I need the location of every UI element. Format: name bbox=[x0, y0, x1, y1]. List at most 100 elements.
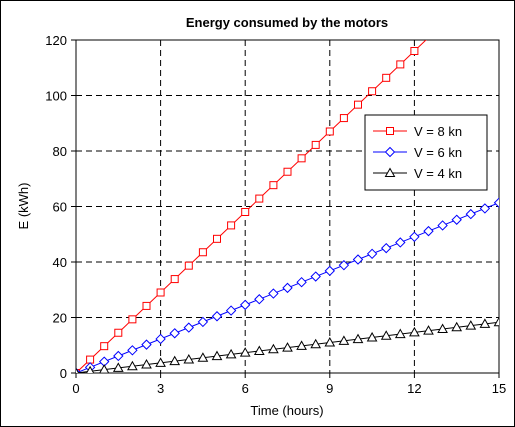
data-point bbox=[86, 355, 95, 364]
legend: V = 8 kn V = 6 kn V = 4 kn bbox=[364, 114, 488, 191]
data-point bbox=[142, 301, 151, 310]
data-point bbox=[396, 60, 405, 69]
data-point bbox=[324, 337, 336, 347]
data-point bbox=[254, 294, 265, 305]
legend-label: V = 4 kn bbox=[414, 166, 462, 181]
data-point bbox=[183, 353, 195, 364]
chart-title: Energy consumed by the motors bbox=[186, 15, 388, 30]
data-point bbox=[324, 265, 336, 277]
data-point bbox=[197, 352, 209, 362]
data-point bbox=[255, 194, 264, 203]
data-point bbox=[282, 342, 293, 352]
data-point bbox=[437, 220, 448, 231]
data-point bbox=[99, 364, 110, 373]
data-point bbox=[283, 167, 292, 176]
data-point bbox=[141, 339, 152, 350]
legend-marker bbox=[384, 167, 396, 177]
data-point bbox=[241, 207, 250, 216]
data-point bbox=[211, 350, 223, 361]
data-point bbox=[114, 328, 123, 337]
data-point bbox=[325, 127, 334, 136]
data-point bbox=[465, 320, 477, 330]
data-point bbox=[155, 333, 166, 345]
x-tick-label: 12 bbox=[407, 381, 421, 396]
data-point bbox=[155, 357, 166, 367]
y-tick-label: 40 bbox=[53, 255, 67, 270]
data-point bbox=[227, 221, 236, 230]
data-point bbox=[310, 338, 322, 349]
legend-marker bbox=[386, 127, 394, 135]
series-square bbox=[76, 40, 427, 373]
data-point bbox=[211, 311, 223, 322]
data-point bbox=[268, 343, 279, 354]
x-tick-label: 3 bbox=[157, 381, 164, 396]
data-point bbox=[100, 342, 109, 351]
y-tick-label: 0 bbox=[60, 366, 67, 381]
data-point bbox=[197, 316, 209, 328]
data-point bbox=[296, 340, 307, 350]
data-point bbox=[239, 299, 251, 311]
y-tick-label: 60 bbox=[53, 200, 67, 215]
data-point bbox=[479, 203, 491, 214]
x-tick-label: 9 bbox=[326, 381, 333, 396]
data-point bbox=[141, 359, 152, 369]
data-point bbox=[423, 325, 434, 335]
data-point bbox=[352, 254, 364, 265]
data-point bbox=[76, 367, 80, 373]
data-point bbox=[380, 242, 392, 254]
data-point bbox=[410, 46, 419, 55]
data-point bbox=[86, 365, 95, 373]
y-tick-label: 120 bbox=[45, 33, 67, 48]
data-point bbox=[268, 288, 279, 299]
data-point bbox=[395, 237, 406, 248]
data-point bbox=[169, 328, 180, 339]
data-point bbox=[423, 225, 434, 237]
data-point bbox=[296, 276, 307, 288]
data-point bbox=[339, 114, 348, 123]
data-point bbox=[213, 234, 221, 243]
data-point bbox=[338, 259, 350, 271]
data-point bbox=[128, 315, 137, 324]
data-point bbox=[382, 73, 391, 82]
series-triangle bbox=[76, 316, 499, 373]
data-point bbox=[338, 335, 350, 345]
data-point bbox=[269, 181, 278, 190]
data-point bbox=[311, 140, 320, 149]
data-point bbox=[184, 261, 193, 270]
legend-marker bbox=[384, 146, 396, 158]
data-point bbox=[380, 330, 392, 340]
series-diamond bbox=[76, 197, 499, 373]
data-point bbox=[225, 348, 237, 359]
data-point bbox=[113, 350, 124, 362]
data-point bbox=[239, 347, 251, 357]
data-point bbox=[368, 87, 377, 96]
data-point bbox=[437, 323, 448, 333]
data-point bbox=[366, 331, 378, 342]
data-point bbox=[409, 326, 420, 337]
legend-label: V = 6 kn bbox=[414, 145, 462, 160]
x-tick-label: 0 bbox=[72, 381, 79, 396]
y-axis-label: E (kWh) bbox=[16, 183, 31, 230]
data-point bbox=[282, 282, 293, 294]
data-point bbox=[253, 345, 265, 355]
y-tick-label: 20 bbox=[53, 311, 67, 326]
data-point bbox=[156, 288, 165, 297]
series-group bbox=[76, 40, 499, 373]
data-point bbox=[493, 316, 499, 327]
data-point bbox=[394, 328, 406, 339]
data-point bbox=[183, 322, 195, 333]
data-point bbox=[310, 271, 321, 282]
x-axis-label: Time (hours) bbox=[250, 403, 323, 418]
x-tick-label: 6 bbox=[242, 381, 249, 396]
ticks: 0 3 6 9 12 15 0 20 40 60 80 100 120 bbox=[45, 33, 506, 396]
legend-label: V = 8 kn bbox=[414, 124, 462, 139]
data-point bbox=[127, 360, 138, 371]
data-point bbox=[198, 248, 207, 257]
data-point bbox=[225, 305, 237, 316]
data-point bbox=[479, 318, 491, 328]
data-point bbox=[409, 231, 420, 243]
data-point bbox=[493, 197, 499, 208]
data-point bbox=[352, 333, 364, 344]
data-point bbox=[366, 248, 378, 260]
